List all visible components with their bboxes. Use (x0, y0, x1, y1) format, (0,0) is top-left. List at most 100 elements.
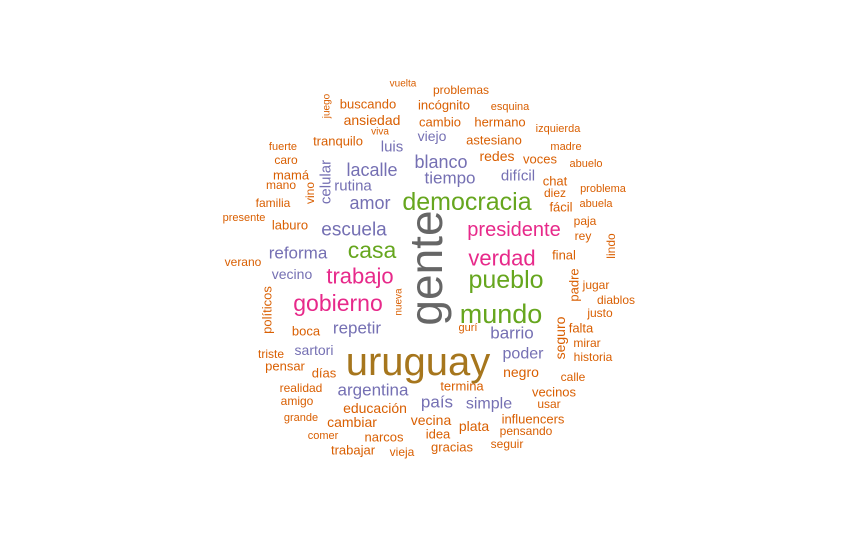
word-redes: redes (479, 148, 514, 164)
word-tiempo: tiempo (424, 169, 475, 188)
word-viejo: viejo (418, 128, 447, 144)
word-pais: país (421, 393, 453, 412)
word-hermano: hermano (474, 115, 525, 130)
word-buscando: buscando (340, 97, 396, 112)
word-calle: calle (561, 370, 586, 384)
word-amigo: amigo (281, 394, 314, 408)
word-esquina: esquina (491, 101, 530, 113)
word-izquierda: izquierda (536, 123, 582, 135)
word-padre: padre (567, 268, 582, 301)
word-juego: juego (322, 93, 333, 119)
word-justo: justo (586, 306, 613, 320)
word-pensando: pensando (500, 424, 553, 438)
word-gente: gente (400, 210, 452, 325)
word-sartori: sartori (295, 342, 334, 358)
word-viva: viva (371, 127, 389, 138)
word-blanco: blanco (414, 152, 467, 172)
word-verdad: verdad (468, 246, 535, 271)
word-pensar: pensar (265, 359, 305, 374)
word-lacalle: lacalle (346, 160, 397, 180)
word-usar: usar (537, 397, 560, 411)
word-barrio: barrio (490, 324, 533, 343)
word-lindo: lindo (604, 233, 618, 259)
word-poder: poder (503, 346, 545, 363)
word-problemas: problemas (433, 83, 489, 97)
word-jugar: jugar (582, 278, 610, 292)
word-dificil: difícil (501, 168, 535, 185)
word-negro: negro (503, 364, 539, 380)
word-presidente: presidente (467, 219, 560, 241)
word-rutina: rutina (334, 178, 372, 195)
word-gracias: gracias (431, 440, 473, 455)
word-diablos: diablos (597, 293, 635, 307)
word-tranquilo: tranquilo (313, 134, 363, 149)
word-educacion: educación (343, 400, 407, 416)
word-escuela: escuela (321, 220, 387, 241)
word-plata: plata (459, 418, 490, 434)
word-chat: chat (543, 174, 568, 189)
word-amor: amor (349, 193, 390, 213)
word-rey: rey (575, 229, 592, 243)
word-problema: problema (580, 183, 627, 195)
word-incognito: incógnito (418, 98, 470, 113)
word-reforma: reforma (269, 244, 328, 263)
word-gobierno: gobierno (293, 290, 383, 316)
word-celular: celular (318, 160, 335, 204)
word-casa: casa (348, 237, 397, 263)
word-triste: triste (258, 347, 284, 361)
word-familia: familia (256, 196, 291, 210)
word-repetir: repetir (333, 319, 382, 338)
word-dias: días (312, 366, 337, 381)
word-laburo: laburo (272, 218, 308, 233)
word-ansiedad: ansiedad (344, 112, 401, 128)
word-vieja: vieja (390, 445, 415, 459)
word-cambiar: cambiar (327, 414, 377, 430)
word-politicos: políticos (260, 286, 275, 334)
word-vecina: vecina (411, 412, 452, 428)
word-final: final (552, 248, 576, 263)
word-diez: diez (544, 186, 566, 200)
word-realidad: realidad (280, 381, 323, 395)
word-trabajo: trabajo (326, 264, 393, 289)
word-comer: comer (308, 430, 339, 442)
word-uruguay: uruguay (346, 340, 491, 384)
word-vecinos: vecinos (532, 385, 577, 400)
word-falta: falta (569, 321, 594, 336)
word-abuelo: abuelo (569, 158, 602, 170)
word-mundo: mundo (460, 299, 543, 329)
word-voces: voces (523, 152, 557, 167)
word-grande: grande (284, 412, 318, 424)
word-mirar: mirar (573, 336, 600, 350)
word-astesiano: astesiano (466, 133, 522, 148)
word-vecino: vecino (272, 266, 313, 282)
word-madre: madre (550, 141, 581, 153)
word-boca: boca (292, 324, 321, 339)
word-caro: caro (274, 153, 298, 167)
word-luis: luis (381, 139, 404, 156)
word-verano: verano (225, 255, 262, 269)
word-guri: gurí (459, 322, 478, 334)
word-pueblo: pueblo (468, 266, 543, 294)
word-seguro: seguro (552, 316, 568, 359)
word-presente: presente (223, 212, 266, 224)
word-idea: idea (426, 427, 451, 442)
word-abuela: abuela (579, 198, 613, 210)
word-narcos: narcos (364, 430, 404, 445)
word-vuelta: vuelta (390, 79, 417, 90)
word-argentina: argentina (338, 381, 409, 400)
word-simple: simple (466, 396, 512, 413)
word-mama: mamá (273, 168, 310, 183)
word-nueva: nueva (394, 288, 405, 316)
word-historia: historia (574, 350, 613, 364)
word-fuerte: fuerte (269, 141, 297, 153)
word-democracia: democracia (402, 188, 531, 216)
word-influencers: influencers (502, 412, 565, 427)
word-trabajar: trabajar (331, 443, 376, 458)
word-paja: paja (574, 214, 597, 228)
word-facil: fácil (549, 200, 572, 215)
word-mano: mano (266, 178, 296, 192)
word-termina: termina (440, 379, 484, 394)
word-cambio: cambio (419, 115, 461, 130)
word-seguir: seguir (491, 437, 524, 451)
